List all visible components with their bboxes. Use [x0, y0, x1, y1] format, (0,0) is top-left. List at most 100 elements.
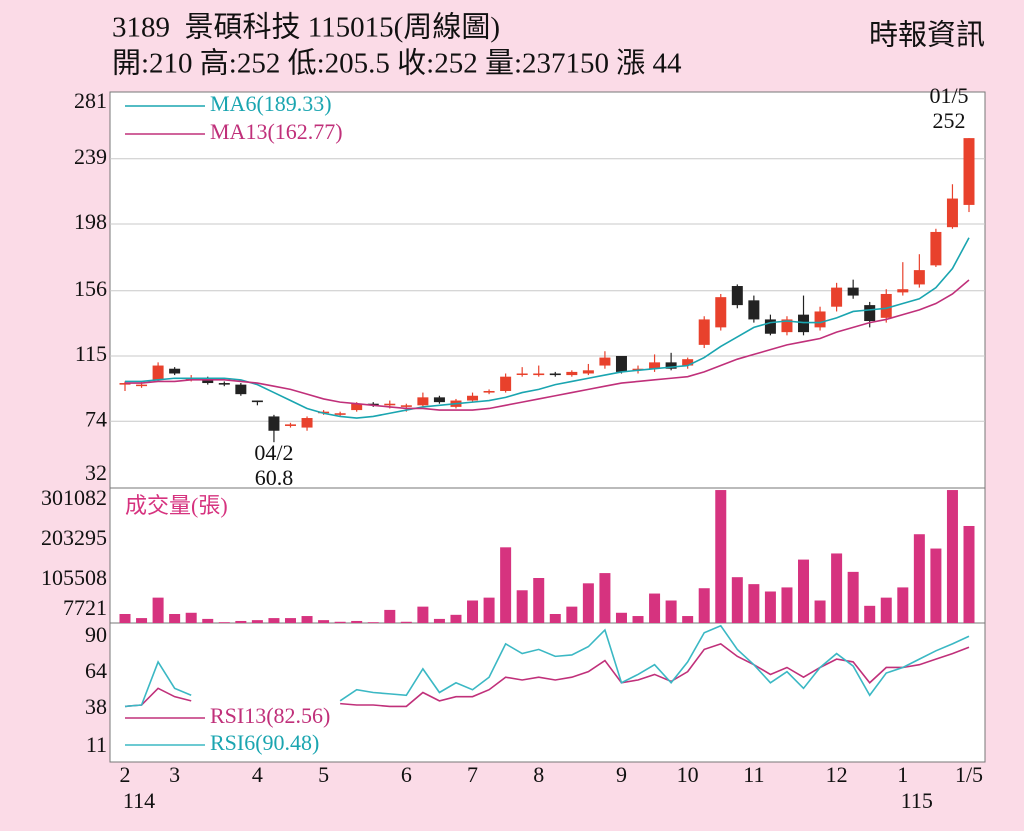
line: [339, 624, 970, 702]
bar: [814, 600, 826, 623]
bar: [136, 618, 148, 623]
bar: [301, 616, 313, 623]
candle-body: [549, 373, 561, 376]
bar: [450, 614, 462, 623]
candle-body: [963, 138, 975, 205]
candle-body: [930, 231, 942, 266]
y-tick-label: 198: [74, 209, 107, 234]
candle-body: [913, 270, 925, 285]
bar: [615, 612, 627, 623]
bar: [831, 553, 843, 623]
bar: [549, 614, 561, 623]
x-tick-label: 1/5: [955, 762, 983, 787]
candle-body: [467, 395, 479, 401]
y-tick-label: 203295: [41, 525, 107, 550]
y-tick-label: 239: [74, 144, 107, 169]
candle-body: [582, 370, 594, 374]
rsi-panel: [109, 622, 986, 763]
candle-body: [748, 300, 760, 320]
candle-body: [946, 198, 958, 228]
bar: [731, 577, 743, 623]
y-tick-label: 64: [85, 658, 107, 683]
candle-body: [715, 297, 727, 328]
candle-body: [847, 287, 859, 296]
bar: [268, 618, 280, 623]
bar: [715, 490, 727, 623]
y-tick-label: 115: [75, 341, 107, 366]
bar: [218, 622, 230, 623]
annotation-date: 04/2: [254, 440, 293, 465]
bar: [930, 548, 942, 623]
x-tick-label: 12: [826, 762, 848, 787]
candle-body: [169, 368, 181, 374]
bar: [334, 621, 346, 623]
y-tick-label: 11: [86, 732, 107, 757]
bar: [864, 605, 876, 623]
bar: [913, 534, 925, 623]
bar: [185, 612, 197, 623]
y-tick-label: 156: [74, 276, 107, 301]
candle-body: [566, 371, 578, 376]
bar: [682, 616, 694, 623]
bar: [351, 620, 363, 623]
y-tick-label: 105508: [41, 565, 107, 590]
bar: [748, 584, 760, 623]
bar: [897, 587, 909, 623]
y-tick-label: 38: [85, 694, 107, 719]
x-tick-label: 1: [897, 762, 908, 787]
x-tick-label: 3: [169, 762, 180, 787]
line: [125, 237, 970, 419]
candle-body: [682, 359, 694, 366]
bar: [880, 597, 892, 623]
candle-body: [218, 383, 230, 385]
legend-entry: RSI13(82.56): [210, 703, 330, 728]
candle-body: [268, 416, 280, 431]
annotation-date: 01/5: [929, 83, 968, 108]
candle-body: [665, 362, 677, 369]
candle-body: [516, 373, 528, 375]
bar: [284, 618, 296, 623]
candle-body: [599, 357, 611, 366]
x-tick-label: 8: [533, 762, 544, 787]
candle-body: [483, 390, 495, 393]
x-tick-label: 11: [743, 762, 764, 787]
x-tick-label: 2: [120, 762, 131, 787]
bar: [119, 614, 131, 623]
bar: [169, 614, 181, 623]
bar: [946, 490, 958, 623]
candle-body: [764, 319, 776, 334]
candle-body: [433, 397, 445, 403]
y-tick-label: 74: [85, 406, 107, 431]
y-tick-label: 90: [85, 622, 107, 647]
source: 時報資訊: [869, 19, 985, 52]
candle-body: [533, 373, 545, 376]
annotation-value: 252: [933, 108, 966, 133]
bar: [384, 609, 396, 623]
y-tick-label: 281: [74, 88, 107, 113]
candle-body: [251, 400, 263, 403]
candle-body: [334, 413, 346, 415]
candle-body: [202, 379, 214, 384]
bar: [433, 618, 445, 623]
bar: [417, 606, 429, 623]
line: [340, 642, 970, 708]
candle-body: [880, 293, 892, 318]
legend-entry: RSI6(90.48): [210, 730, 319, 755]
bar: [798, 559, 810, 623]
bar: [235, 620, 247, 623]
candle-body: [136, 384, 148, 387]
y-tick-label: 7721: [63, 595, 107, 620]
bar: [764, 591, 776, 623]
year-label: 115: [901, 788, 933, 813]
bar: [847, 571, 859, 623]
bar: [781, 587, 793, 623]
bar: [632, 616, 644, 623]
line: [124, 660, 192, 708]
candle-body: [351, 403, 363, 411]
y-tick-label: 301082: [41, 485, 107, 510]
bar: [516, 590, 528, 623]
candle-body: [814, 311, 826, 328]
bar: [649, 593, 661, 623]
